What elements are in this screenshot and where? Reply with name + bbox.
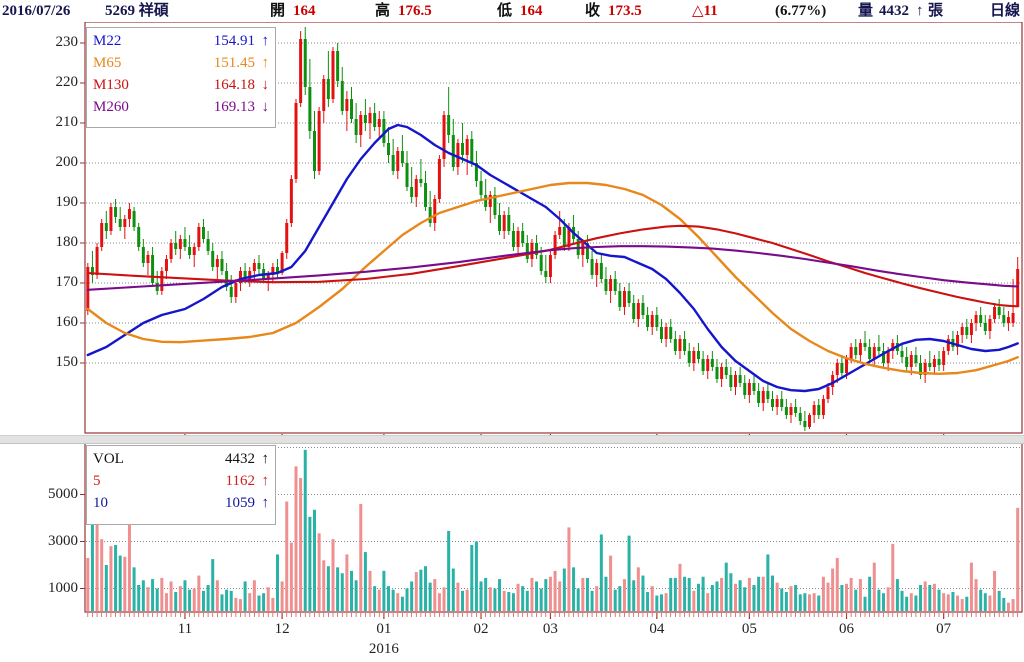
ma-legend-row-m260: M260 169.13 ↓ xyxy=(93,96,269,118)
low-value: 164 xyxy=(520,3,543,19)
volume-axis-label: 5000 xyxy=(48,485,78,502)
ma-value: 169.13 xyxy=(213,99,255,115)
ma-value: 164.18 xyxy=(213,77,255,93)
vol-series-value: 4432 xyxy=(225,451,255,467)
pane-splitter[interactable] xyxy=(0,435,1024,444)
stock-code-name: 5269 祥碩 xyxy=(105,3,169,19)
vol-legend-row-ma10: 10 1059 ↑ xyxy=(93,492,269,514)
change-percent: (6.77%) xyxy=(775,3,827,19)
month-axis-label: 07 xyxy=(936,621,952,637)
volume-axis-label: 3000 xyxy=(48,532,78,549)
price-axis-label: 210 xyxy=(55,114,79,130)
trend-up-arrow-icon: ↑ xyxy=(261,55,270,71)
ma-value: 154.91 xyxy=(213,33,255,49)
price-axis-label: 180 xyxy=(55,234,79,250)
ma-name: M130 xyxy=(93,77,129,93)
trend-up-arrow-icon: ↑ xyxy=(261,473,270,489)
ma-legend-row-m130: M130 164.18 ↓ xyxy=(93,74,269,96)
month-axis-label: 11 xyxy=(177,621,193,637)
high-label: 高 xyxy=(375,3,391,19)
trend-up-arrow-icon: ↑ xyxy=(261,495,270,511)
year-axis-label: 2016 xyxy=(368,641,399,657)
price-axis-label: 230 xyxy=(55,34,79,50)
price-axis-label: 190 xyxy=(55,194,79,210)
high-value: 176.5 xyxy=(398,3,432,19)
vol-series-name: VOL xyxy=(93,451,124,467)
price-axis-label: 220 xyxy=(55,74,79,90)
close-label: 收 xyxy=(585,3,601,19)
quote-info-bar: 2016/07/26 5269 祥碩 開 164 高 176.5 低 164 收… xyxy=(0,0,1024,22)
volume-value: 4432 xyxy=(879,3,909,19)
price-axis-label: 200 xyxy=(55,154,79,170)
month-axis-label: 02 xyxy=(473,621,489,637)
price-axis-label: 160 xyxy=(55,314,79,330)
change-value: △11 xyxy=(692,3,718,19)
volume-unit: 張 xyxy=(928,3,944,19)
ma-legend-row-m65: M65 151.45 ↑ xyxy=(93,52,269,74)
vol-series-value: 1059 xyxy=(225,495,255,511)
vol-legend-row-vol: VOL 4432 ↑ xyxy=(93,448,269,470)
trend-down-arrow-icon: ↓ xyxy=(261,77,270,93)
vol-series-name: 10 xyxy=(93,495,108,511)
volume-legend-box: VOL 4432 ↑ 5 1162 ↑ 10 1059 ↑ xyxy=(86,445,276,525)
ma-legend-row-m22: M22 154.91 ↑ xyxy=(93,30,269,52)
quote-date: 2016/07/26 xyxy=(2,3,71,19)
month-axis-label: 04 xyxy=(649,621,665,637)
month-axis-label: 03 xyxy=(542,621,558,637)
month-axis-label: 06 xyxy=(839,621,855,637)
open-value: 164 xyxy=(293,3,316,19)
vol-series-name: 5 xyxy=(93,473,101,489)
ma-legend-box: M22 154.91 ↑ M65 151.45 ↑ M130 164.18 ↓ … xyxy=(86,27,276,128)
month-axis-label: 05 xyxy=(741,621,757,637)
ma-name: M260 xyxy=(93,99,129,115)
vol-legend-row-ma5: 5 1162 ↑ xyxy=(93,470,269,492)
trend-up-arrow-icon: ↑ xyxy=(261,33,270,49)
price-axis-label: 150 xyxy=(55,354,79,370)
month-axis-label: 01 xyxy=(376,621,392,637)
ma-value: 151.45 xyxy=(213,55,255,71)
period-selector[interactable]: 日線 xyxy=(990,3,1021,19)
trend-up-arrow-icon: ↑ xyxy=(261,451,270,467)
month-axis-label: 12 xyxy=(274,621,290,637)
trend-down-arrow-icon: ↓ xyxy=(261,99,270,115)
volume-up-arrow-icon: ↑ xyxy=(916,3,924,19)
open-label: 開 xyxy=(270,3,286,19)
ma-name: M22 xyxy=(93,33,122,49)
price-axis-label: 170 xyxy=(55,274,79,290)
volume-axis-label: 1000 xyxy=(48,579,78,596)
ma-name: M65 xyxy=(93,55,122,71)
close-value: 173.5 xyxy=(608,3,642,19)
low-label: 低 xyxy=(497,3,513,19)
volume-label: 量 xyxy=(858,3,874,19)
vol-series-value: 1162 xyxy=(225,473,255,489)
